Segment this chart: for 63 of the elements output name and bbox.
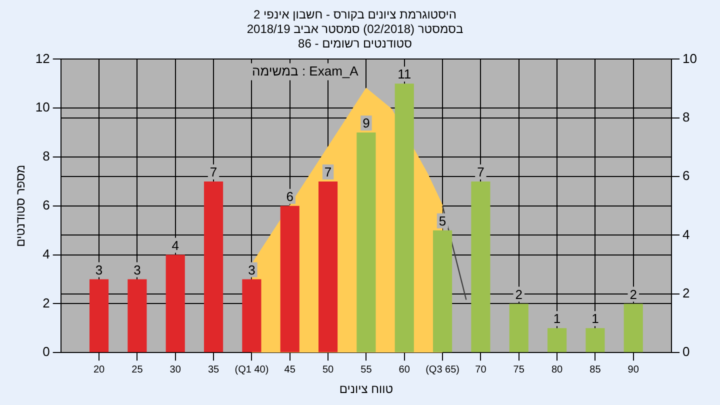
data-label: 4 (172, 238, 179, 253)
x-tick-label: 35 (208, 364, 220, 376)
y-tick-label: 0 (42, 344, 50, 360)
bar (280, 206, 300, 352)
x-tick-label: 45 (284, 364, 296, 376)
data-label: 5 (438, 213, 446, 228)
bar (624, 304, 643, 352)
y-tick-label: 6 (42, 197, 50, 212)
y2-tick-label: 8 (682, 109, 690, 124)
bar (586, 328, 605, 352)
y-tick-label: 4 (42, 246, 50, 262)
chart-subtitle: בסמסטר (02/2018) סמסטר אביב 2018/19 סטודנטים רשומים - 86 (246, 22, 464, 50)
x-tick-label: 70 (475, 364, 487, 376)
x-tick-label: 90 (628, 364, 640, 376)
data-label: 6 (286, 188, 294, 204)
bar (547, 328, 567, 352)
x-tick-label: 60 (398, 364, 410, 376)
x-tick-label: 85 (590, 364, 602, 376)
data-label: 7 (210, 164, 218, 180)
x-tick-label: (Q1 40) (234, 364, 269, 376)
bar (204, 181, 224, 352)
x-tick-label: 75 (513, 364, 525, 376)
data-label: 7 (477, 164, 484, 180)
x-tick-label: 80 (551, 364, 564, 376)
data-label: 3 (95, 262, 103, 278)
annotation: במשימה : Exam_A (252, 63, 359, 78)
y2-tick-label: 10 (682, 50, 698, 66)
y2-tick-label: 0 (682, 344, 690, 360)
bar (509, 304, 528, 352)
y-axis-title: מספר סטודנטים (14, 164, 28, 247)
x-tick-label: 20 (93, 364, 106, 376)
x-tick-label: 50 (322, 364, 334, 376)
bar (128, 279, 147, 352)
data-label: 11 (398, 66, 412, 82)
x-tick-label: 30 (170, 364, 182, 376)
x-axis-title: טווח ציונים (339, 382, 394, 396)
bar (394, 84, 414, 352)
data-label: 3 (248, 262, 256, 278)
x-tick-label: 25 (132, 364, 144, 376)
data-label: 3 (134, 262, 141, 278)
x-tick-label: (Q3 65) (426, 364, 460, 376)
x-tick-label: 55 (360, 364, 372, 376)
y2-tick-label: 2 (682, 286, 690, 300)
bar (432, 230, 452, 352)
bar (89, 279, 109, 352)
chart-title: היסטוגרמת ציונים בקורס - חשבון אינפי 2 (254, 8, 456, 22)
y-tick-label: 2 (42, 295, 50, 310)
bar (356, 132, 376, 352)
bar (471, 181, 490, 352)
data-label: 2 (515, 286, 522, 302)
data-label: 7 (324, 164, 332, 180)
y2-tick-label: 4 (682, 226, 690, 242)
y2-tick-label: 6 (682, 168, 690, 184)
y-tick-label: 8 (42, 148, 50, 164)
bar (318, 181, 338, 352)
bar (166, 254, 185, 352)
y-tick-label: 12 (35, 50, 50, 66)
data-label: 1 (592, 311, 599, 326)
y-tick-label: 10 (35, 100, 50, 115)
data-label: 2 (630, 286, 637, 302)
data-label: 9 (362, 116, 370, 131)
bar (242, 279, 262, 352)
data-label: 1 (553, 311, 561, 326)
